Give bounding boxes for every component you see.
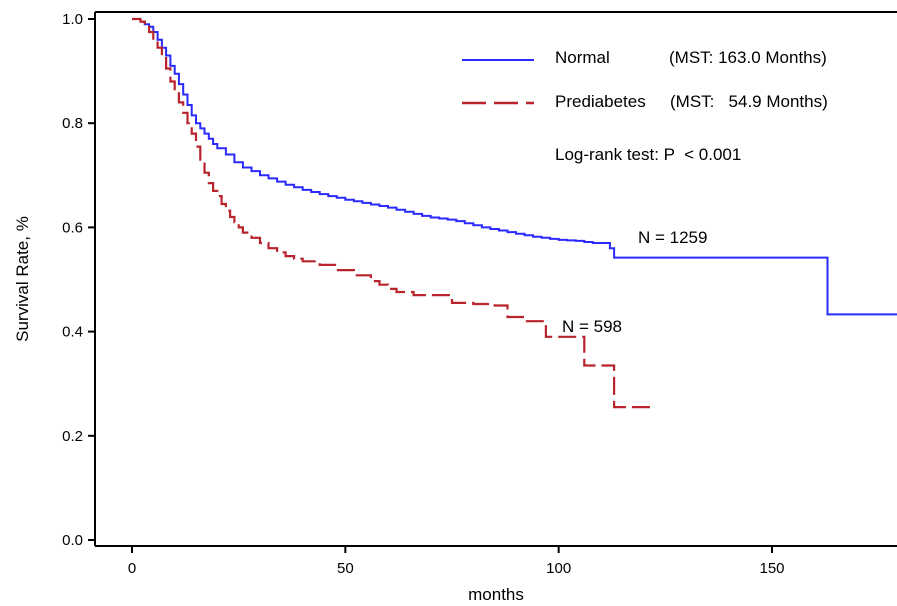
legend: Normal (MST: 163.0 Months) Prediabetes (… [462,48,828,164]
series-line-normal [132,18,897,316]
x-tick-label: 150 [759,560,784,577]
y-ticks: 0.0 0.2 0.4 0.6 0.8 1.0 [62,11,95,549]
y-tick-label: 0.4 [62,324,83,341]
legend-normal-label: Normal [555,48,610,67]
n-label-normal: N = 1259 [638,228,707,247]
legend-prediabetes-label: Prediabetes [555,92,646,111]
x-tick-label: 0 [128,560,136,577]
y-tick-label: 0.8 [62,115,83,132]
n-label-prediabetes: N = 598 [562,317,622,336]
legend-normal-mst: (MST: 163.0 Months) [669,48,827,67]
x-axis-label: months [468,585,524,604]
y-tick-label: 0.0 [62,532,83,549]
x-tick-label: 50 [337,560,354,577]
y-tick-label: 0.2 [62,428,83,445]
y-tick-label: 0.6 [62,219,83,236]
logrank-annotation: Log-rank test: P < 0.001 [555,145,741,164]
y-tick-label: 1.0 [62,11,83,28]
axes [94,11,897,547]
series-line-prediabetes [132,17,653,409]
survival-curves [132,17,897,409]
y-axis-label: Survival Rate, % [13,216,32,342]
legend-prediabetes-mst: (MST: 54.9 Months) [670,92,828,111]
x-ticks: 0 50 100 150 [128,546,785,577]
x-tick-label: 100 [546,560,571,577]
